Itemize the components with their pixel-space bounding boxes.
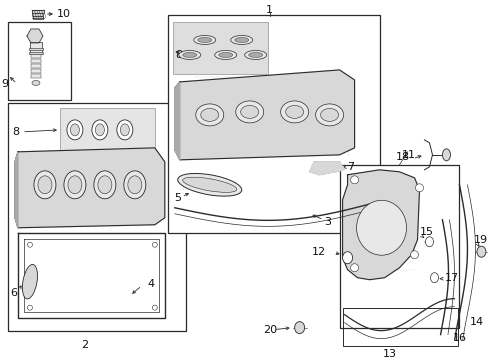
Text: 14: 14 [469, 317, 484, 327]
Ellipse shape [357, 200, 407, 255]
Ellipse shape [117, 120, 133, 140]
Text: 18: 18 [395, 152, 410, 162]
Text: 6: 6 [10, 288, 17, 298]
Ellipse shape [196, 104, 224, 126]
Ellipse shape [121, 124, 129, 136]
Text: 8: 8 [12, 127, 19, 137]
Ellipse shape [98, 176, 112, 194]
Ellipse shape [183, 177, 237, 192]
Ellipse shape [320, 108, 339, 121]
Ellipse shape [183, 53, 197, 58]
Bar [31, 64, 41, 68]
Ellipse shape [128, 176, 142, 194]
Bar [343, 308, 459, 346]
Ellipse shape [27, 305, 32, 310]
Polygon shape [15, 152, 18, 228]
Ellipse shape [152, 242, 157, 247]
Ellipse shape [178, 174, 242, 196]
Bar [60, 108, 155, 150]
Ellipse shape [179, 50, 201, 59]
Text: 4: 4 [148, 279, 155, 289]
Polygon shape [175, 82, 180, 160]
Ellipse shape [94, 171, 116, 199]
Ellipse shape [316, 104, 343, 126]
Ellipse shape [286, 105, 304, 118]
Ellipse shape [416, 184, 423, 192]
Ellipse shape [152, 305, 157, 310]
Text: 13: 13 [383, 348, 396, 359]
Bar [32, 10, 44, 13]
Ellipse shape [215, 50, 237, 59]
Bar [29, 52, 43, 54]
Polygon shape [175, 70, 355, 160]
Ellipse shape [23, 265, 38, 299]
Ellipse shape [236, 101, 264, 123]
Text: 12: 12 [312, 247, 326, 257]
Text: 10: 10 [57, 9, 71, 19]
Ellipse shape [350, 176, 359, 184]
Bar [33, 16, 43, 19]
Ellipse shape [38, 176, 52, 194]
Text: 5: 5 [174, 193, 181, 203]
Text: 20: 20 [263, 325, 277, 335]
Ellipse shape [27, 242, 32, 247]
Text: 2: 2 [81, 339, 89, 350]
Bar [29, 48, 43, 50]
Text: 11: 11 [401, 150, 416, 160]
Ellipse shape [294, 321, 305, 334]
Ellipse shape [71, 124, 79, 136]
Ellipse shape [231, 36, 253, 45]
Ellipse shape [124, 171, 146, 199]
Ellipse shape [241, 105, 259, 118]
Ellipse shape [64, 171, 86, 199]
Ellipse shape [96, 124, 104, 136]
Ellipse shape [67, 120, 83, 140]
Bar [8, 22, 71, 100]
Ellipse shape [92, 120, 108, 140]
Polygon shape [310, 162, 344, 175]
Ellipse shape [343, 252, 353, 264]
Polygon shape [343, 170, 419, 280]
Ellipse shape [281, 101, 309, 123]
Text: 8: 8 [175, 50, 182, 60]
Ellipse shape [219, 53, 233, 58]
Text: 15: 15 [419, 227, 434, 237]
Ellipse shape [235, 37, 249, 42]
Ellipse shape [198, 37, 212, 42]
Ellipse shape [201, 108, 219, 121]
Bar [32, 13, 44, 16]
Bar [340, 165, 460, 328]
Ellipse shape [425, 237, 434, 247]
Polygon shape [27, 29, 43, 43]
Bar [173, 22, 268, 74]
Text: 19: 19 [473, 235, 488, 245]
Bar [31, 59, 41, 63]
Bar [31, 54, 41, 58]
Text: 9: 9 [1, 79, 8, 89]
Ellipse shape [350, 264, 359, 272]
Ellipse shape [411, 251, 418, 259]
Text: 7: 7 [347, 162, 355, 172]
Text: 17: 17 [444, 273, 459, 283]
Ellipse shape [477, 246, 486, 257]
Bar [31, 69, 41, 73]
Text: 1: 1 [266, 5, 273, 15]
Ellipse shape [32, 80, 40, 85]
Ellipse shape [442, 149, 450, 161]
Ellipse shape [431, 273, 439, 283]
Bar [31, 74, 41, 78]
Ellipse shape [68, 176, 82, 194]
Ellipse shape [249, 53, 263, 58]
Ellipse shape [34, 171, 56, 199]
Text: 3: 3 [324, 217, 332, 227]
Polygon shape [15, 148, 165, 228]
Bar [168, 15, 380, 233]
Bar [8, 103, 186, 330]
Ellipse shape [194, 36, 216, 45]
Text: 16: 16 [452, 333, 466, 343]
Ellipse shape [245, 50, 267, 59]
Bar [30, 42, 42, 54]
